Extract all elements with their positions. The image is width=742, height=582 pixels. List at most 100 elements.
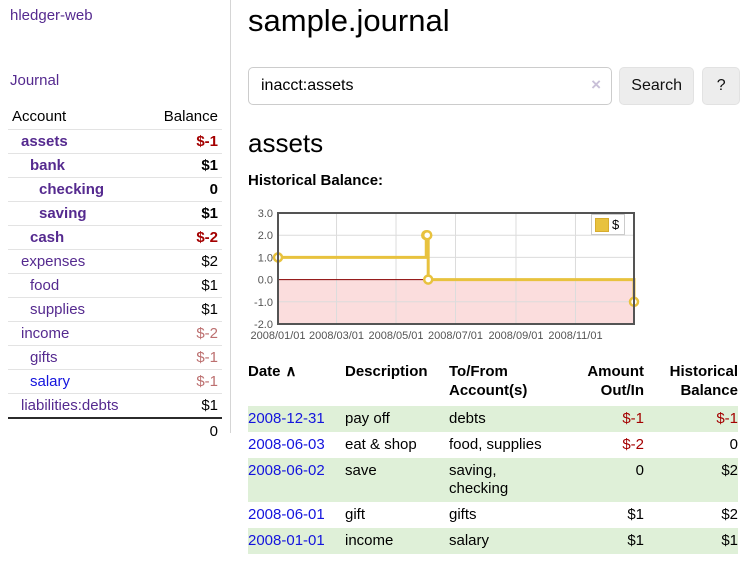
sidebar: hledger-web Journal Account Balance asse… xyxy=(0,0,230,444)
x-axis-tick-label: 2008/11/01 xyxy=(548,330,602,342)
sidebar-account-link[interactable]: saving xyxy=(39,205,87,222)
register-table: Date ∧ Description To/From Account(s) Amo… xyxy=(248,362,738,554)
sidebar-account-link[interactable]: liabilities:debts xyxy=(21,397,119,414)
sidebar-account-link[interactable]: income xyxy=(21,325,70,342)
search-button[interactable]: Search xyxy=(619,67,695,105)
x-axis-tick-label: 2008/07/01 xyxy=(428,330,483,342)
sidebar-account-link[interactable]: salary xyxy=(30,373,71,390)
y-axis-tick-label: 0.0 xyxy=(258,275,273,287)
search-bar: × Search ? xyxy=(248,67,740,105)
x-axis-tick-label: 2008/09/01 xyxy=(488,330,543,342)
transaction-amount: $1 xyxy=(559,528,644,554)
sidebar-account-row: cash $-2 xyxy=(8,226,222,250)
sidebar-divider xyxy=(230,0,231,433)
transaction-amount: $1 xyxy=(627,506,644,523)
accounts-table-header: Account Balance xyxy=(8,104,222,130)
chart-title: Historical Balance: xyxy=(248,172,384,189)
sidebar-account-link[interactable]: gifts xyxy=(30,349,58,366)
sidebar-account-balance: $-1 xyxy=(196,349,218,366)
sidebar-account-balance: $1 xyxy=(201,301,218,318)
help-button[interactable]: ? xyxy=(702,67,740,105)
page-title: sample.journal xyxy=(248,3,450,38)
sidebar-account-balance: $-2 xyxy=(196,325,218,342)
transaction-accounts: salary xyxy=(449,528,559,554)
transaction-balance: 0 xyxy=(729,436,738,453)
transaction-balance: $2 xyxy=(721,506,738,523)
legend-label: $ xyxy=(612,217,620,232)
transaction-balance: $-1 xyxy=(644,406,738,432)
search-box: × xyxy=(248,67,612,105)
transaction-date-link[interactable]: 2008-06-01 xyxy=(248,506,325,523)
search-input[interactable] xyxy=(248,67,612,105)
sidebar-account-link[interactable]: supplies xyxy=(30,301,86,318)
chart-legend: $ xyxy=(591,214,626,235)
transaction-date-link[interactable]: 2008-06-02 xyxy=(248,462,325,479)
transaction-accounts: saving, checking xyxy=(449,458,559,502)
transaction-row: 2008-06-02 save saving, checking 0 $2 xyxy=(248,458,738,502)
sidebar-account-row: expenses $2 xyxy=(8,250,222,274)
y-axis-tick-label: 3.0 xyxy=(258,208,273,220)
app-title-link[interactable]: hledger-web xyxy=(10,7,93,24)
sidebar-rows: assets $-1 bank $1 checking 0 saving $1 cash $-2 e… xyxy=(8,130,222,417)
sidebar-account-balance: $1 xyxy=(201,397,218,414)
sidebar-item-journal[interactable]: Journal xyxy=(10,72,60,89)
sidebar-account-balance: $2 xyxy=(201,253,218,270)
sidebar-account-row: supplies $1 xyxy=(8,298,222,322)
sidebar-account-row: bank $1 xyxy=(8,154,222,178)
sidebar-account-link[interactable]: expenses xyxy=(21,253,86,270)
sidebar-account-balance: $1 xyxy=(201,277,218,294)
transaction-date-link[interactable]: 2008-01-01 xyxy=(248,532,325,549)
transaction-accounts: debts xyxy=(449,406,559,432)
description-column-header: Description xyxy=(345,363,428,380)
transaction-amount: $-2 xyxy=(622,436,644,453)
transaction-description: pay off xyxy=(345,406,449,432)
sidebar-account-balance: 0 xyxy=(209,181,218,198)
transaction-accounts: food, supplies xyxy=(449,436,542,453)
x-axis-tick-label: 2008/01/01 xyxy=(250,330,305,342)
sidebar-account-balance: $-1 xyxy=(196,373,218,390)
sidebar-total: 0 xyxy=(8,417,222,444)
sidebar-account-link[interactable]: checking xyxy=(39,181,105,198)
main-content: sample.journal × Search ? assets Histori… xyxy=(248,0,740,554)
sidebar-account-link[interactable]: bank xyxy=(30,157,66,174)
data-point-marker xyxy=(421,229,433,241)
transaction-accounts: gifts xyxy=(449,506,477,523)
transaction-description: income xyxy=(345,528,449,554)
transaction-date-link[interactable]: 2008-06-03 xyxy=(248,436,325,453)
sidebar-account-row: checking 0 xyxy=(8,178,222,202)
balance-column-header: Balance xyxy=(163,108,218,125)
account-column-header: Account xyxy=(12,108,67,125)
transaction-date-link[interactable]: 2008-12-31 xyxy=(248,410,325,427)
x-axis-tick-label: 2008/05/01 xyxy=(368,330,423,342)
sidebar-account-balance: $-2 xyxy=(196,229,218,246)
sort-ascending-icon: ∧ xyxy=(285,363,297,380)
data-point-marker xyxy=(422,274,434,285)
y-axis-tick-label: 1.0 xyxy=(258,252,273,264)
x-axis-tick-label: 2008/03/01 xyxy=(309,330,364,342)
plot-border xyxy=(277,212,635,325)
transaction-description: gift xyxy=(345,506,366,523)
sidebar-account-row: gifts $-1 xyxy=(8,346,222,370)
sidebar-account-row: income $-2 xyxy=(8,322,222,346)
sidebar-account-row: liabilities:debts $1 xyxy=(8,394,222,417)
y-axis-tick-label: 2.0 xyxy=(258,230,273,242)
account-heading: assets xyxy=(248,128,324,158)
y-axis-tick-label: -2.0 xyxy=(254,319,273,331)
sidebar-account-balance: $-1 xyxy=(196,133,218,150)
transaction-amount: $-1 xyxy=(559,406,644,432)
transaction-amount: 0 xyxy=(559,458,644,502)
transaction-description: eat & shop xyxy=(345,436,417,453)
clear-search-icon[interactable]: × xyxy=(591,75,601,94)
sidebar-account-balance: $1 xyxy=(201,157,218,174)
sidebar-account-row: assets $-1 xyxy=(8,130,222,154)
sidebar-account-link[interactable]: cash xyxy=(30,229,65,246)
amount-column-header: Amount Out/In xyxy=(587,363,644,399)
register-header-row: Date ∧ Description To/From Account(s) Amo… xyxy=(248,362,738,406)
transaction-balance: $1 xyxy=(644,528,738,554)
date-column-header[interactable]: Date ∧ xyxy=(248,363,297,380)
y-axis-tick-label: -1.0 xyxy=(254,297,273,309)
sidebar-account-link[interactable]: food xyxy=(30,277,60,294)
sidebar-account-link[interactable]: assets xyxy=(21,133,68,150)
transaction-row: 2008-01-01 income salary $1 $1 xyxy=(248,528,738,554)
